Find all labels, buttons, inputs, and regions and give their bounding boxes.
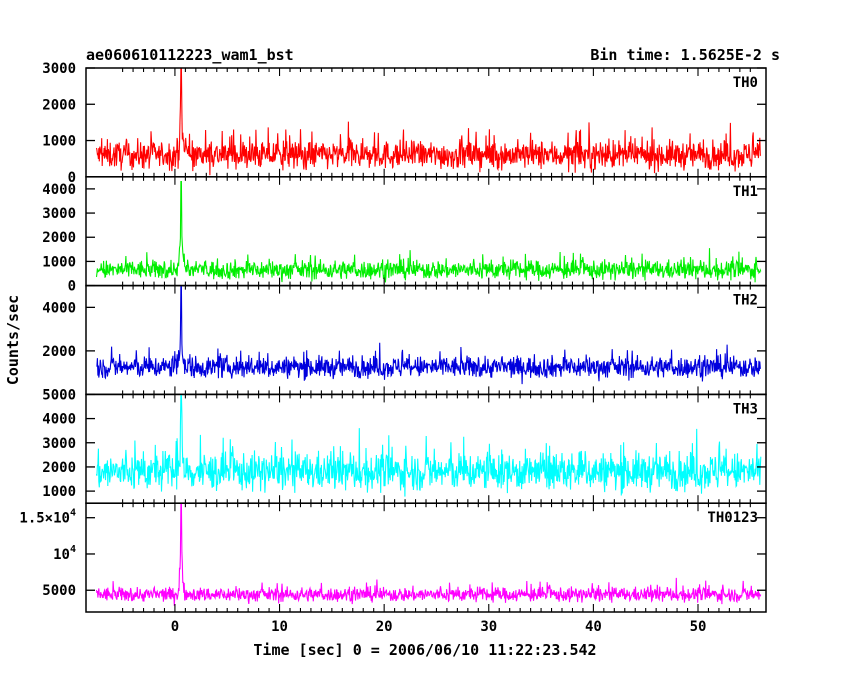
y-tick-label: 4000 [42, 300, 76, 316]
panel-label-th3: TH3 [733, 401, 758, 417]
y-tick-label: 0 [68, 170, 76, 186]
panel-label-th1: TH1 [733, 184, 758, 200]
y-tick-label: 2000 [42, 97, 76, 113]
panel-th1: 0 1000 2000 3000 4000 TH1 [42, 176, 767, 295]
y-tick-label: 3000 [42, 436, 76, 452]
x-tick-label: 10 [271, 619, 288, 635]
y-tick-label: 1000 [42, 134, 76, 150]
y-tick-label: 5000 [42, 583, 76, 599]
y-tick-label: 3000 [42, 61, 76, 77]
panel-label-th0123: TH0123 [707, 510, 758, 526]
series-line-th2 [96, 285, 762, 385]
x-tick-labels: 0 10 20 30 40 50 [171, 619, 707, 635]
y-tick-label: 1.5×104 [19, 508, 76, 527]
panel-label-th2: TH2 [733, 293, 758, 309]
x-axis-label: Time [sec] 0 = 2006/06/10 11:22:23.542 [253, 641, 596, 659]
y-tick-label: 104 [53, 544, 76, 563]
panel-th0123: 5000 104 1.5×104 TH0123 [19, 502, 767, 613]
x-tick-label: 50 [690, 619, 707, 635]
y-tick-label: 5000 [42, 387, 76, 403]
x-tick-label: 40 [585, 619, 602, 635]
series-line-th0 [95, 68, 762, 176]
y-tick-label: 3000 [42, 206, 76, 222]
panels-group: 0 1000 2000 3000 TH0 0 1000 2000 3000 4000 TH1 2000… [19, 61, 767, 613]
y-tick-label: 4000 [42, 182, 76, 198]
y-tick-label: 2000 [42, 460, 76, 476]
y-tick-label: 0 [68, 279, 76, 295]
x-tick-label: 30 [480, 619, 497, 635]
y-tick-label: 2000 [42, 344, 76, 360]
y-tick-label: 1000 [42, 484, 76, 500]
x-tick-label: 0 [171, 619, 179, 635]
series-line-th3 [95, 394, 762, 497]
series-line-th0123 [95, 503, 762, 606]
series-line-th1 [95, 181, 762, 283]
chart-title-left: ae060610112223_wam1_bst [86, 46, 294, 64]
x-tick-label: 20 [376, 619, 393, 635]
y-axis-label: Counts/sec [4, 295, 22, 385]
panel-label-th0: TH0 [733, 75, 758, 91]
y-tick-label: 1000 [42, 254, 76, 270]
chart-title-right: Bin time: 1.5625E-2 s [590, 46, 780, 64]
y-tick-label: 2000 [42, 230, 76, 246]
y-tick-label: 4000 [42, 412, 76, 428]
